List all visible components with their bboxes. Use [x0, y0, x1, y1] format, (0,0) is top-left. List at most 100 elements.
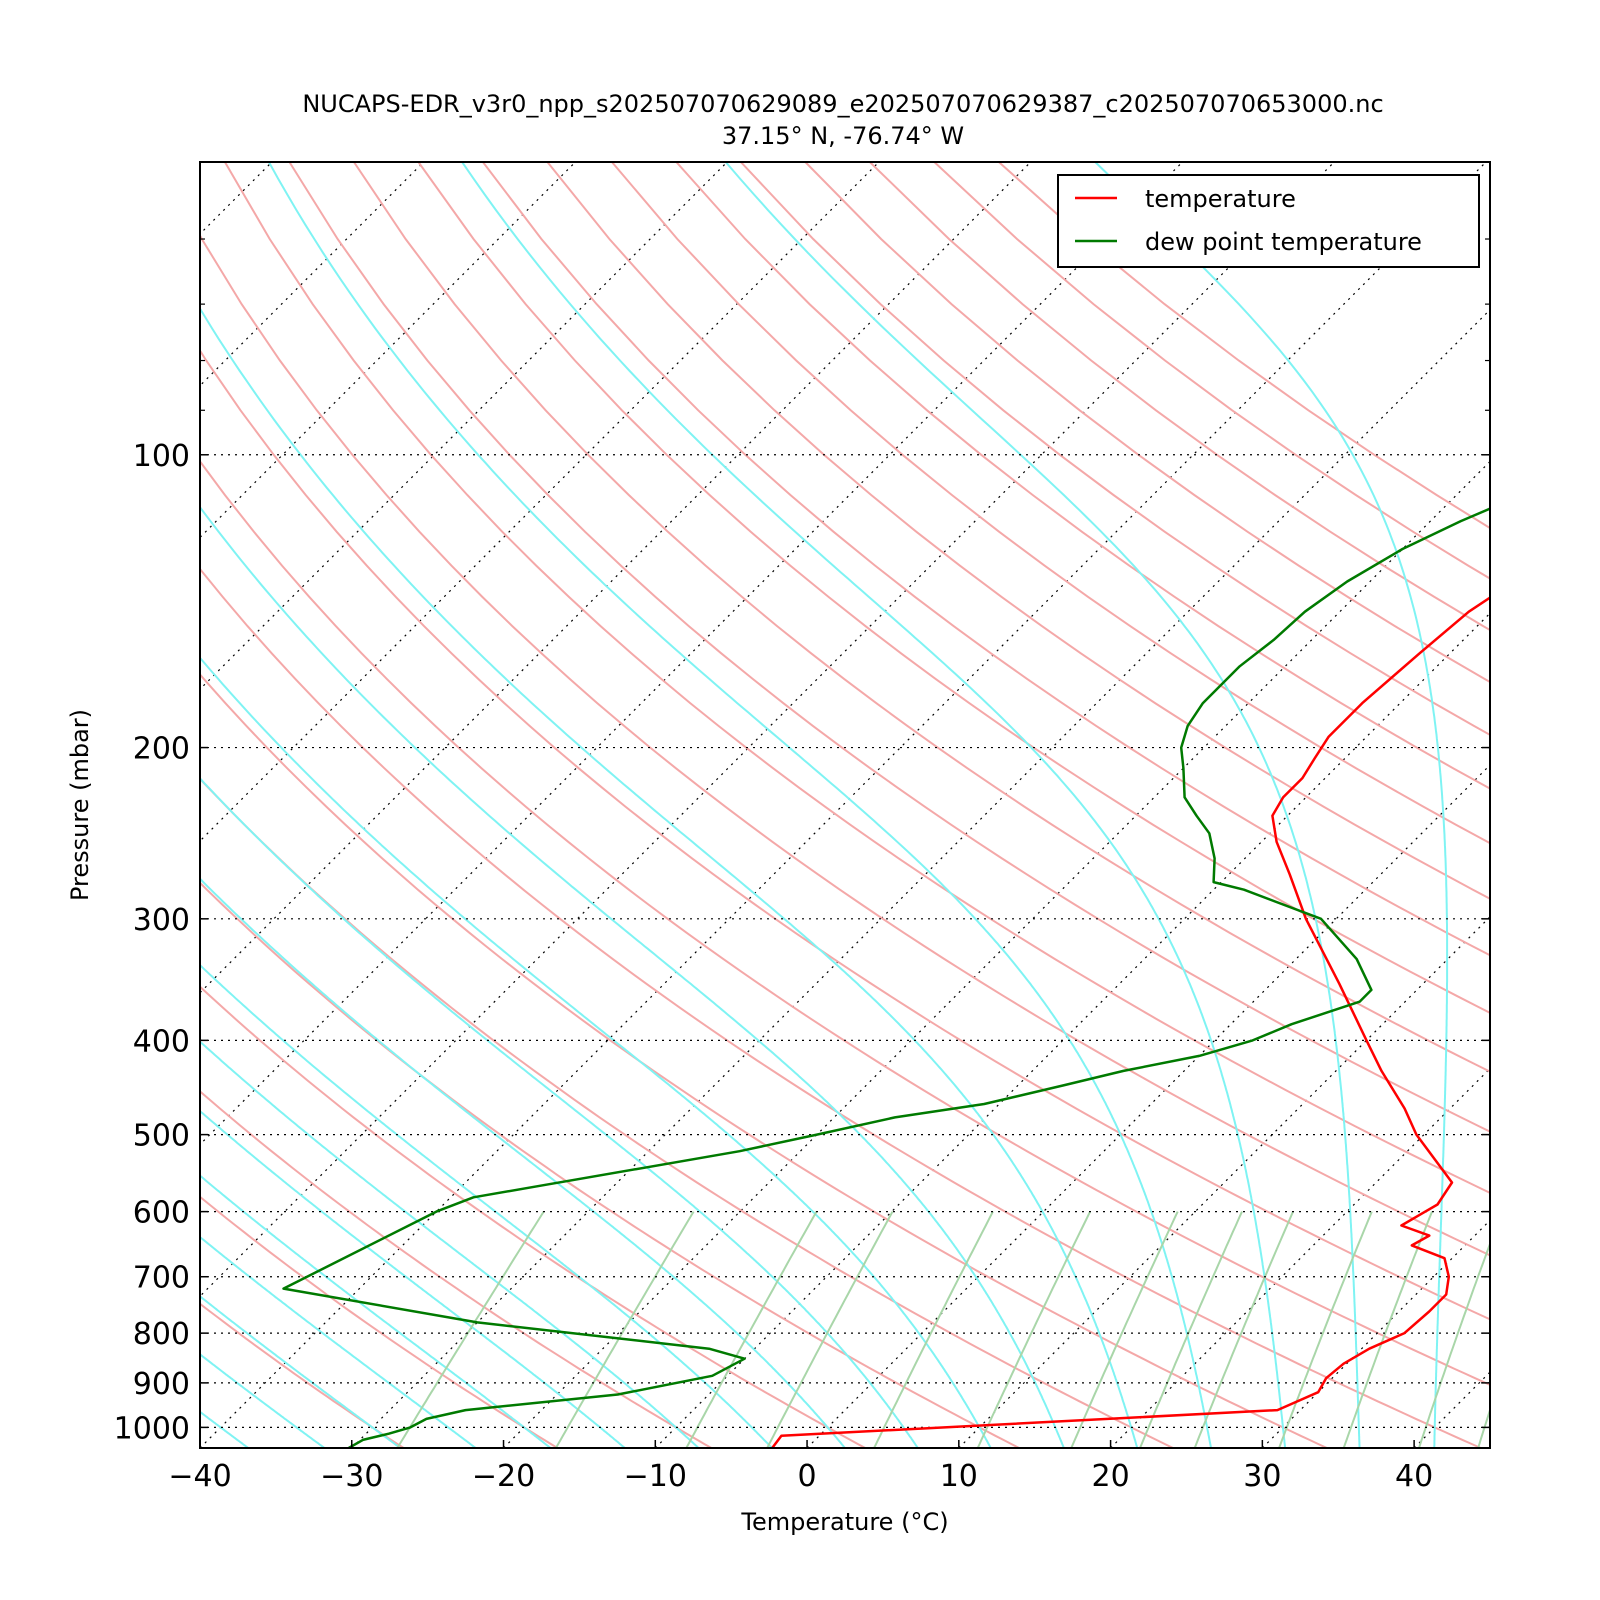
isotherm-line — [200, 162, 1335, 1298]
moist-adiabat-line — [461, 162, 1287, 1448]
x-tick-label: 40 — [1395, 1459, 1433, 1494]
x-tick-label: 30 — [1243, 1459, 1281, 1494]
dry-adiabat-line — [224, 162, 1490, 1194]
dry-adiabat-line — [804, 162, 1490, 684]
legend-label-temperature: temperature — [1145, 185, 1296, 213]
isotherm-line — [200, 162, 425, 387]
dry-adiabat-line — [417, 162, 1490, 1015]
moist-adiabat-line — [200, 1410, 249, 1448]
dry-adiabat-line — [546, 162, 1490, 900]
mixing-ratio-line — [1342, 1211, 1433, 1448]
moist-adiabat-line — [200, 306, 1139, 1448]
moist-adiabat-line — [200, 505, 1065, 1448]
moist-adiabat-line — [200, 963, 773, 1448]
mixing-ratio-line — [1418, 1241, 1490, 1448]
mixing-ratio-line — [1278, 1211, 1373, 1448]
legend-box — [1057, 174, 1480, 268]
moist-adiabat-line — [200, 1235, 477, 1448]
mixing-ratio-line — [766, 1211, 894, 1448]
dry-adiabat-line — [200, 672, 1328, 1448]
pressure-grid — [200, 454, 1490, 1428]
y-tick-label: 400 — [133, 1024, 190, 1059]
dry-adiabat-line — [200, 233, 1490, 1257]
dry-adiabat-line — [288, 162, 1490, 1133]
dry-adiabat-line — [611, 162, 1490, 845]
isotherm-line — [200, 162, 273, 235]
moist-adiabat-line — [200, 656, 992, 1448]
isotherm-line — [200, 162, 728, 691]
mixing-ratio-line — [976, 1211, 1091, 1448]
x-tick-label: 10 — [940, 1459, 978, 1494]
mixing-ratio-line — [873, 1211, 994, 1448]
y-tick-label: 500 — [133, 1119, 190, 1154]
y-tick-label: 600 — [133, 1196, 190, 1231]
y-tick-label: 200 — [133, 732, 190, 767]
mixing-ratio-line — [1070, 1211, 1179, 1448]
dry-adiabat-line — [933, 162, 1490, 580]
x-tick-label: −30 — [320, 1459, 383, 1494]
dry-adiabat-line — [200, 1090, 712, 1448]
legend-label-dewpoint: dew point temperature — [1145, 228, 1422, 256]
dry-adiabat-line — [200, 777, 1174, 1448]
x-axis-label: Temperature (°C) — [740, 1508, 948, 1536]
isotherm-line — [351, 308, 1490, 1448]
isotherm-line — [654, 612, 1490, 1448]
temperature-line — [771, 596, 1490, 1448]
y-tick-label: 900 — [133, 1367, 190, 1402]
x-tick-label: −20 — [472, 1459, 535, 1494]
mixing-ratio-line — [1555, 1212, 1600, 1448]
dry-adiabat-line — [200, 881, 1020, 1448]
dewpoint-line — [282, 507, 1490, 1448]
isotherm-line — [1261, 1219, 1490, 1448]
background-lines — [0, 162, 1600, 1448]
dry-adiabat-line — [200, 348, 1490, 1321]
series-layer — [282, 507, 1490, 1448]
y-axis-label: Pressure (mbar) — [66, 709, 94, 901]
y-axis: 100 200 300 400 500 600 700 800 900 1000 — [114, 238, 1490, 1446]
moist-adiabat-line — [1094, 162, 1449, 1448]
x-tick-label: −10 — [624, 1459, 687, 1494]
chart-title: NUCAPS-EDR_v3r0_npp_s202507070629089_e20… — [302, 90, 1383, 118]
mixing-ratio-line — [555, 1211, 695, 1448]
mixing-ratio-line — [396, 1211, 545, 1448]
moist-adiabat-line — [200, 1040, 700, 1448]
y-tick-label: 700 — [133, 1261, 190, 1296]
isotherm-line — [200, 162, 1487, 1448]
moist-adiabat-line — [268, 162, 1212, 1448]
dry-adiabat-line — [675, 162, 1490, 790]
plot-border — [199, 161, 1491, 1449]
isotherm-line — [200, 162, 880, 842]
moist-adiabat-line — [200, 1353, 326, 1448]
y-tick-label: 300 — [133, 903, 190, 938]
x-tick-label: 20 — [1091, 1459, 1129, 1494]
legend: temperature dew point temperature — [1057, 174, 1480, 268]
moist-adiabat-line — [1509, 162, 1590, 1448]
dry-adiabat-line — [200, 567, 1482, 1448]
dry-adiabat-line — [200, 985, 866, 1448]
moist-adiabat-line — [200, 1295, 401, 1448]
mixing-ratio-line — [1477, 1406, 1490, 1448]
isotherm-line — [200, 162, 1183, 1146]
dry-adiabat-line — [482, 162, 1490, 957]
x-axis: −40 −30 −20 −10 0 10 20 30 40 — [168, 1440, 1433, 1494]
isotherm-line — [1566, 162, 1600, 1448]
dry-adiabat-line — [353, 162, 1490, 1073]
dry-adiabat-line — [998, 162, 1490, 530]
isotherm-line — [806, 764, 1490, 1448]
isotherm-line — [0, 162, 120, 1448]
moist-adiabat-line — [200, 1174, 552, 1448]
y-tick-label: 800 — [133, 1317, 190, 1352]
moist-adiabat-line — [200, 1109, 626, 1448]
plot-frame — [199, 161, 1491, 1449]
y-tick-label: 1000 — [114, 1411, 190, 1446]
x-tick-label: −40 — [168, 1459, 231, 1494]
dry-adiabat-line — [200, 1302, 405, 1448]
mixing-ratio-line — [1193, 1211, 1294, 1448]
moist-adiabat-line — [200, 877, 846, 1448]
chart-subtitle: 37.15° N, -76.74° W — [722, 122, 964, 150]
moist-adiabat-line — [724, 162, 1361, 1448]
dry-adiabat-line — [200, 459, 1490, 1387]
y-tick-label: 100 — [133, 439, 190, 474]
moist-adiabat-line — [200, 777, 919, 1448]
